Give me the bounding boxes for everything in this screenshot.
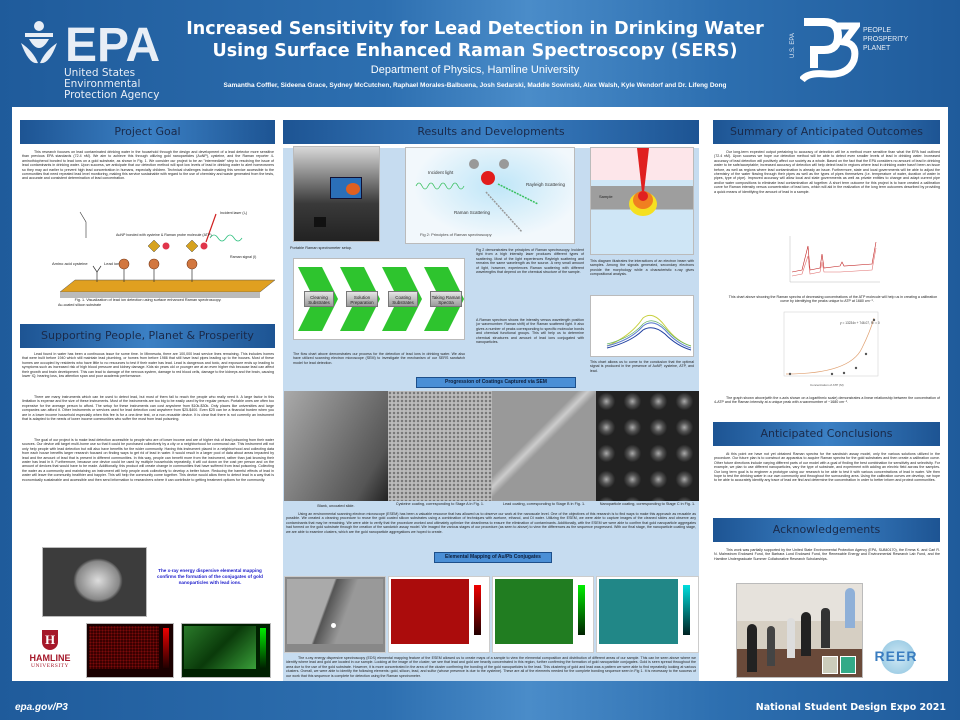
flow-step-4: Taking Raman Spectra (430, 291, 462, 307)
svg-text:Amino acid cysteine: Amino acid cysteine (52, 261, 88, 266)
flow-chart-caption: The flow chart above demonstrates our pr… (293, 352, 465, 365)
svg-text:AuNP bonded with cysteine & Ra: AuNP bonded with cysteine & Raman probe … (116, 233, 212, 237)
eds-gold-map-image (181, 623, 271, 678)
p3-logo: U.S. EPA PEOPLE PROSPERITY PLANET (790, 18, 950, 88)
section-heading-results: Results and Developments (283, 120, 699, 144)
reer-logo: REER (873, 640, 919, 680)
flow-step-3: Coating Substrates (388, 291, 418, 307)
epa-wordmark: EPA (65, 19, 160, 67)
department: Department of Physics, Hamline Universit… (370, 64, 580, 76)
figure-1-lead-detection: Amino acid cysteine Lead ion AuNP bonded… (40, 202, 280, 310)
figure-2-raman-principles: Incident light Rayleigh Scattering Raman… (405, 147, 575, 244)
eds-cluster-image (42, 547, 147, 617)
p3-words: PEOPLE PROSPERITY PLANET (863, 27, 909, 52)
process-flow-chart: Cleaning Substrates Solution Preparation… (293, 258, 465, 340)
authors: Samantha Coffler, Sideena Grace, Sydney … (223, 82, 727, 89)
eds-green-map (492, 576, 594, 653)
epa-org-name: United States Environmental Protection A… (64, 67, 160, 101)
spectra-chart-icon (789, 236, 880, 283)
elemental-mapping-title: Elemental Mapping of Au/Pb Conjugates (434, 552, 552, 563)
sem-caption-lead: Lead coating, corresponding to Stage B i… (502, 502, 586, 506)
sem-nanoparticle-image (596, 391, 699, 501)
sem-lead-image (492, 391, 596, 501)
conclusions-text: At this point we have not yet obtained R… (714, 452, 940, 483)
eds-note: The x-ray energy dispersive elemental ma… (157, 568, 263, 585)
raman-scattering-diagram-icon: Incident light Rayleigh Scattering Raman… (415, 159, 566, 237)
svg-text:Rayleigh Scattering: Rayleigh Scattering (526, 182, 566, 187)
acknowledgements-text: This work was partially supported by the… (714, 548, 940, 561)
hamline-logo: H HAMLINE UNIVERSITY (29, 630, 71, 669)
section-heading-supporting: Supporting People, Planet & Prosperity (20, 324, 275, 348)
team-photo (736, 583, 863, 678)
svg-text:Sample: Sample (599, 194, 613, 199)
sem-blank-slide-image (284, 391, 388, 501)
sem-progression-title: Progression of Coatings Captured via SEM (416, 377, 576, 388)
supporting-paragraph-2: There are many instruments which can be … (22, 395, 274, 422)
sem-caption-cysteine: Cysteine coating, corresponding to Stage… (395, 502, 485, 506)
sem-caption-nanoparticle: Nanoparticle coating, corresponding to S… (599, 502, 696, 506)
svg-text:Fig 2: Principles of Raman spe: Fig 2: Principles of Raman spectroscopy (420, 232, 492, 237)
supporting-paragraph-1: Lead found in water has been a continuou… (22, 352, 274, 379)
raman-spectrometer-photo (293, 146, 380, 242)
line-chart-icon (606, 314, 692, 351)
spectra-caption: This chart above showing the Raman spect… (728, 295, 938, 304)
footer-epa-link[interactable]: epa.gov/P3 (15, 702, 68, 713)
electron-beam-diagram: Sample (590, 147, 694, 255)
summary-text: Our long-term expected output pertaining… (714, 150, 940, 194)
svg-text:Au-coated silicon substrate: Au-coated silicon substrate (58, 303, 101, 307)
raman-spectrum-description: A Raman spectrum shows the intensity ver… (476, 318, 584, 345)
sem-cysteine-image (388, 391, 492, 501)
svg-text:Raman Scattering: Raman Scattering (454, 210, 491, 215)
calibration-curve-chart: y = 13234x + 746.07, R² = 0.9914 Concent… (770, 308, 880, 388)
sem-caption-blank: Blank, uncoated slide. (317, 504, 355, 508)
svg-text:Incident laser (I₀): Incident laser (I₀) (220, 211, 247, 215)
epa-logo: EPA United States Environmental Protecti… (17, 17, 167, 102)
sem-description: Using an environmental scanning electron… (286, 512, 696, 534)
svg-text:y = 13234x + 746.07, R² = 0.99: y = 13234x + 746.07, R² = 0.9914 (840, 321, 880, 325)
sers-sandwich-diagram-icon: Amino acid cysteine Lead ion AuNP bonded… (52, 211, 276, 307)
calibration-caption: The graph shown above(with the x-axis sh… (714, 396, 940, 405)
flow-step-1: Cleaning Substrates (304, 291, 334, 307)
signal-chart-caption: This chart allows us to come to the conc… (590, 360, 694, 373)
svg-text:Raman signal (I): Raman signal (I) (230, 255, 256, 259)
svg-text:Incident light: Incident light (428, 170, 454, 175)
poster-title: Increased Sensitivity for Lead Detection… (186, 19, 764, 61)
flow-step-2: Solution Preparation (346, 291, 378, 307)
eds-red-map (388, 576, 490, 653)
svg-text:Concentration of ATP (M): Concentration of ATP (M) (810, 383, 844, 387)
section-heading-acknowledgements: Acknowledgements (713, 518, 940, 542)
svg-text:Lead ion: Lead ion (104, 261, 119, 266)
calibration-chart-icon: y = 13234x + 746.07, R² = 0.9914 Concent… (783, 311, 880, 387)
project-goal-text: This research focuses on lead contaminat… (22, 150, 274, 181)
section-heading-project-goal: Project Goal (20, 120, 275, 144)
epa-flower-icon: EPA (21, 19, 160, 67)
spectrometer-caption: Portable Raman spectrometer setup. (290, 246, 353, 250)
eds-lead-map-image (86, 623, 174, 678)
electron-beam-icon: Sample (599, 148, 657, 216)
footer-event-name: National Student Design Expo 2021 (755, 702, 946, 713)
eds-cyan-map (596, 576, 699, 653)
signal-comparison-chart (590, 295, 694, 357)
eds-grayscale-map (284, 576, 386, 653)
p3-mark-icon (800, 18, 860, 83)
supporting-paragraph-3: The goal of our project is to make lead … (22, 438, 274, 482)
elemental-mapping-description: The x-ray energy dispersive spectroscopy… (286, 656, 696, 678)
section-heading-summary: Summary of Anticipated Outcomes (713, 120, 940, 144)
fig2-description: Fig 2 demonstrates the principles of Ram… (476, 248, 584, 275)
poster-header: EPA United States Environmental Protecti… (0, 0, 960, 107)
electron-beam-caption: This diagram illustrates the interaction… (590, 259, 694, 277)
section-heading-conclusions: Anticipated Conclusions (713, 422, 940, 446)
figure-1-caption: Fig. 1. Visualization of lead ion detect… (74, 298, 222, 302)
atp-spectra-chart (780, 232, 890, 290)
